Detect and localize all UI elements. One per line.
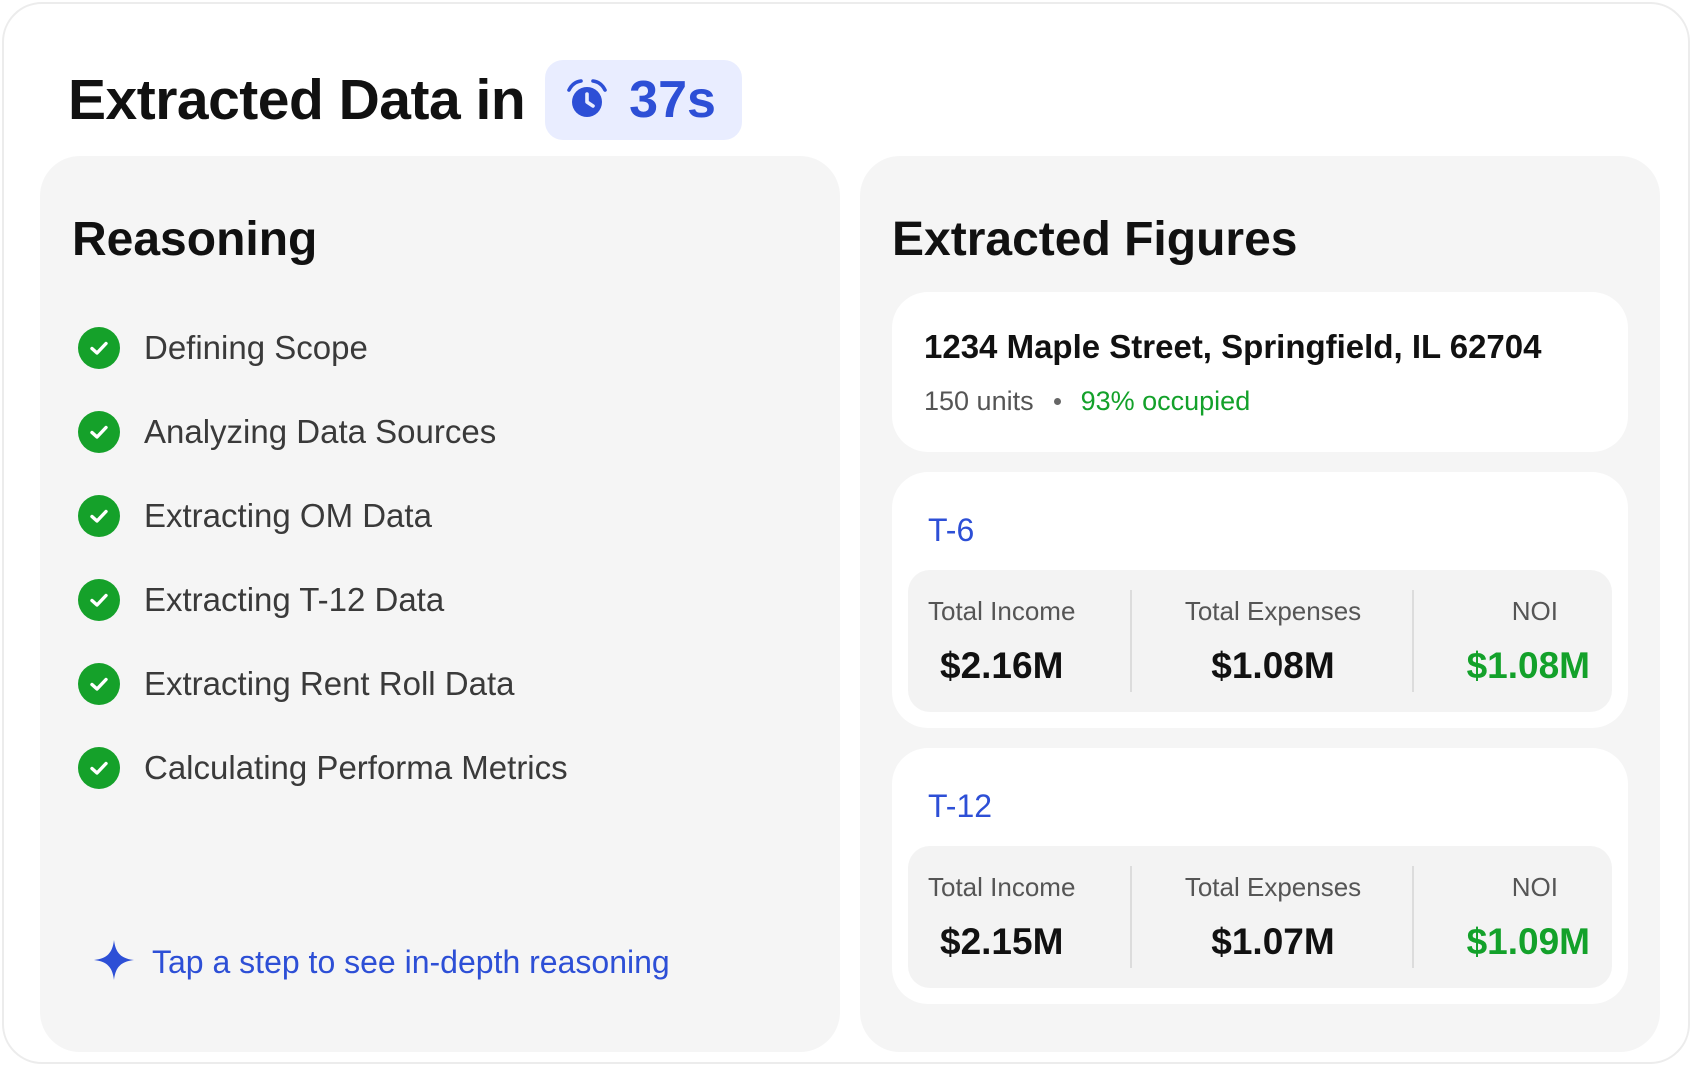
period-label: T-6: [928, 512, 975, 548]
step-defining-scope[interactable]: Defining Scope: [78, 306, 568, 390]
property-address: 1234 Maple Street, Springfield, IL 62704: [924, 328, 1542, 365]
step-label: Calculating Performa Metrics: [144, 749, 568, 786]
sparkle-icon: [92, 938, 136, 987]
unit-count: 150 units: [924, 386, 1034, 416]
alarm-clock-icon: [565, 78, 609, 122]
step-label: Analyzing Data Sources: [144, 413, 497, 450]
metric-value: $1.08M: [1211, 644, 1335, 686]
metric-label: Total Income: [928, 595, 1076, 626]
step-label: Defining Scope: [144, 329, 368, 366]
metric-value: $2.15M: [940, 920, 1064, 962]
period-label: T-12: [928, 788, 993, 824]
timer-value: 37s: [629, 71, 716, 129]
metric-total-income: Total Income $2.16M: [908, 570, 1132, 712]
property-card: 1234 Maple Street, Springfield, IL 62704…: [892, 292, 1628, 452]
period-card-t12: T-12 Total Income $2.15M Total Expenses …: [892, 748, 1628, 1004]
page-title: Extracted Data in: [68, 68, 526, 132]
reasoning-title: Reasoning: [72, 213, 318, 266]
metrics-row: Total Income $2.16M Total Expenses $1.08…: [908, 570, 1612, 712]
separator-dot: [1053, 398, 1061, 405]
metric-value: $1.07M: [1211, 920, 1335, 962]
header: Extracted Data in 37s: [68, 60, 742, 140]
figures-title: Extracted Figures: [892, 213, 1298, 266]
metric-noi: NOI $1.09M: [1414, 846, 1612, 988]
metric-total-expenses: Total Expenses $1.08M: [1132, 570, 1414, 712]
check-circle-icon: [78, 663, 120, 705]
metrics-row: Total Income $2.15M Total Expenses $1.07…: [908, 846, 1612, 988]
check-circle-icon: [78, 495, 120, 537]
period-card-t6: T-6 Total Income $2.16M Total Expenses $…: [892, 472, 1628, 728]
check-circle-icon: [78, 411, 120, 453]
metric-total-income: Total Income $2.15M: [908, 846, 1132, 988]
check-circle-icon: [78, 747, 120, 789]
metric-label: NOI: [1511, 871, 1558, 902]
step-analyzing-data-sources[interactable]: Analyzing Data Sources: [78, 390, 568, 474]
hint-text: Tap a step to see in-depth reasoning: [152, 944, 670, 980]
occupancy-rate: 93% occupied: [1080, 386, 1251, 416]
check-circle-icon: [78, 327, 120, 369]
metric-value: $1.08M: [1466, 644, 1590, 686]
metric-label: Total Expenses: [1184, 871, 1362, 902]
metric-value: $1.09M: [1466, 920, 1590, 962]
reasoning-steps: Defining Scope Analyzing Data Sources Ex…: [78, 306, 568, 810]
step-extracting-om-data[interactable]: Extracting OM Data: [78, 474, 568, 558]
step-extracting-rent-roll-data[interactable]: Extracting Rent Roll Data: [78, 642, 568, 726]
timer-badge: 37s: [545, 60, 742, 140]
metric-label: Total Expenses: [1184, 595, 1362, 626]
metric-label: NOI: [1511, 595, 1558, 626]
reasoning-hint[interactable]: Tap a step to see in-depth reasoning: [92, 938, 670, 987]
metric-noi: NOI $1.08M: [1414, 570, 1612, 712]
metric-total-expenses: Total Expenses $1.07M: [1132, 846, 1414, 988]
step-label: Extracting OM Data: [144, 497, 432, 534]
step-extracting-t12-data[interactable]: Extracting T-12 Data: [78, 558, 568, 642]
figures-panel: Extracted Figures 1234 Maple Street, Spr…: [860, 156, 1660, 1052]
reasoning-panel: Reasoning Defining Scope Analyzing Data …: [40, 156, 840, 1052]
check-circle-icon: [78, 579, 120, 621]
step-label: Extracting T-12 Data: [144, 581, 445, 618]
step-label: Extracting Rent Roll Data: [144, 665, 515, 702]
metric-value: $2.16M: [940, 644, 1064, 686]
property-meta: 150 units 93% occupied: [924, 386, 1596, 417]
step-calculating-performa-metrics[interactable]: Calculating Performa Metrics: [78, 726, 568, 810]
metric-label: Total Income: [928, 871, 1076, 902]
